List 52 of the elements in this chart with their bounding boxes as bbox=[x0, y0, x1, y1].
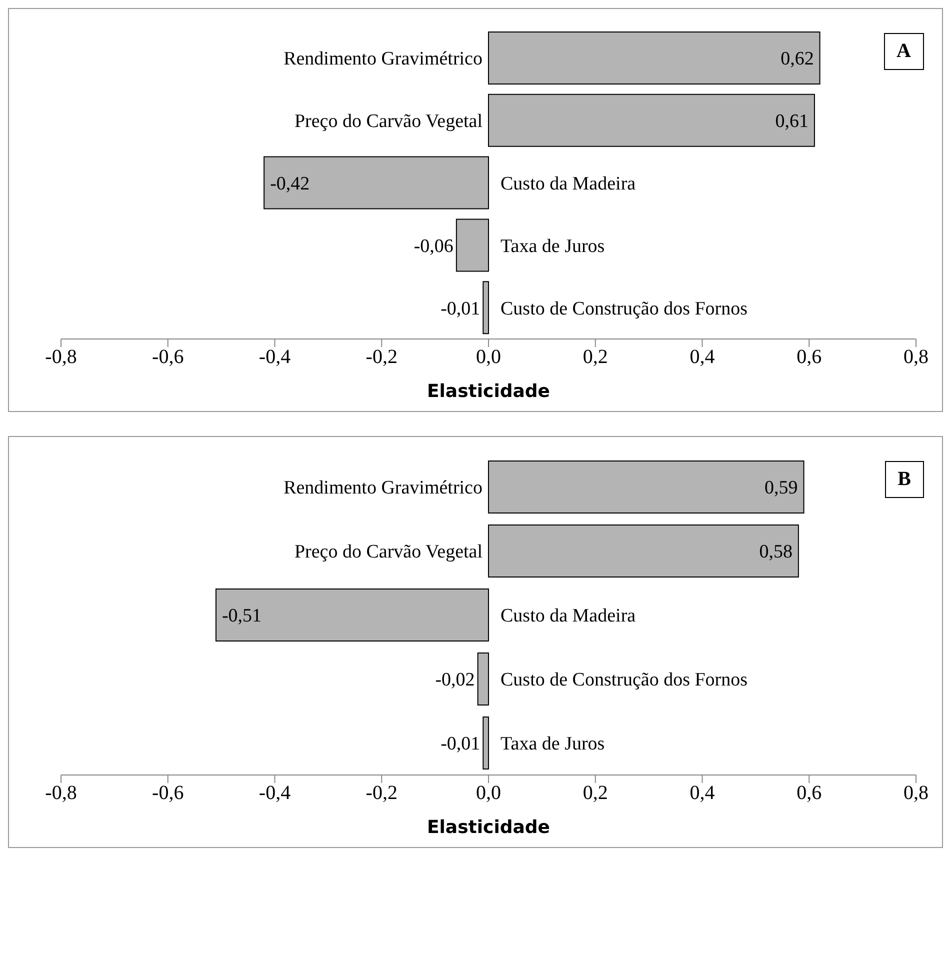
y-tick-label: Rendimento Gravimétrico bbox=[284, 48, 482, 70]
bar bbox=[215, 588, 489, 642]
x-axis-title: Elasticidade bbox=[426, 817, 550, 838]
y-tick-label: Taxa de Juros bbox=[500, 236, 605, 257]
data-label: -0,06 bbox=[414, 236, 454, 257]
bar bbox=[482, 281, 489, 334]
data-label: -0,42 bbox=[270, 173, 310, 194]
x-tick-label: -0,8 bbox=[45, 782, 77, 804]
bar bbox=[482, 716, 489, 770]
y-tick-label: Taxa de Juros bbox=[500, 734, 605, 755]
x-tick-label: 0,0 bbox=[476, 782, 501, 804]
bar bbox=[488, 32, 820, 84]
y-tick-label: Preço do Carvão Vegetal bbox=[294, 542, 482, 563]
y-tick-label: Rendimento Gravimétrico bbox=[284, 478, 482, 499]
x-tick-label: 0,6 bbox=[796, 346, 822, 368]
x-tick-label: 0,2 bbox=[582, 346, 608, 368]
x-tick-label: 0,8 bbox=[904, 782, 928, 804]
x-tick-label: 0,4 bbox=[690, 782, 715, 804]
y-tick-label: Custo da Madeira bbox=[500, 173, 636, 194]
x-tick-label: 0,4 bbox=[690, 346, 715, 368]
data-label: 0,59 bbox=[764, 478, 798, 499]
data-label: -0,02 bbox=[435, 670, 475, 691]
x-tick-label: -0,6 bbox=[152, 346, 184, 368]
x-tick-label: 0,6 bbox=[796, 782, 822, 804]
x-tick-label: -0,4 bbox=[258, 346, 291, 368]
y-tick-label: Custo de Construção dos Fornos bbox=[500, 670, 748, 691]
x-tick-label: 0,0 bbox=[476, 346, 501, 368]
bar bbox=[488, 524, 799, 578]
x-axis-title: Elasticidade bbox=[426, 381, 550, 402]
data-label: -0,01 bbox=[440, 734, 480, 755]
x-tick-label: -0,2 bbox=[366, 346, 398, 368]
data-label: 0,58 bbox=[759, 542, 792, 563]
data-label: 0,62 bbox=[780, 48, 814, 70]
bar bbox=[488, 460, 804, 514]
bar bbox=[456, 218, 489, 272]
text: A bbox=[884, 33, 924, 70]
bar bbox=[477, 652, 489, 706]
y-tick-label: Preço do Carvão Vegetal bbox=[294, 111, 482, 132]
y-tick-label: Custo de Construção dos Fornos bbox=[500, 298, 748, 320]
y-tick-label: Custo da Madeira bbox=[500, 606, 636, 627]
x-tick-label: -0,8 bbox=[45, 346, 77, 368]
bar bbox=[488, 94, 815, 147]
bar bbox=[264, 156, 489, 210]
x-tick-label: -0,2 bbox=[366, 782, 398, 804]
x-tick-label: 0,8 bbox=[904, 346, 928, 368]
data-label: 0,61 bbox=[775, 111, 808, 132]
x-tick-label: -0,6 bbox=[152, 782, 184, 804]
x-tick-label: 0,2 bbox=[582, 782, 608, 804]
text: B bbox=[884, 461, 924, 498]
x-tick-label: -0,4 bbox=[258, 782, 291, 804]
data-label: -0,51 bbox=[222, 606, 262, 627]
data-label: -0,01 bbox=[440, 298, 480, 320]
